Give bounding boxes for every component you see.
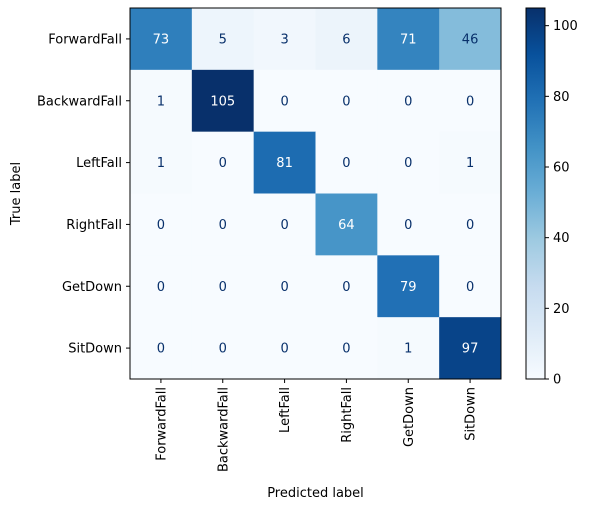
cell-value-label: 3: [280, 32, 288, 47]
cell-value-label: 0: [342, 280, 350, 295]
cell-value-label: 79: [400, 280, 417, 295]
colorbar: [526, 8, 545, 379]
y-tick-label: GetDown: [62, 280, 122, 295]
cell-value-label: 97: [462, 342, 479, 357]
cell-value-label: 105: [210, 94, 235, 109]
matrix-cells: 73 5 3 6 71 46 1 105 0 0 0 0 1 0 81 0 0 1 0 0 0 64 0 0 0 0 0 0 79 0 0 0…: [130, 8, 502, 380]
colorbar-tick-label: 20: [553, 302, 570, 317]
cell-value-label: 73: [153, 32, 170, 47]
cell-value-label: 0: [342, 94, 350, 109]
cell-value-label: 1: [157, 156, 165, 171]
cell-value-label: 71: [400, 32, 417, 47]
y-axis-ticks: ForwardFall BackwardFall LeftFall RightFall…: [37, 32, 130, 356]
y-tick-label: SitDown: [68, 342, 122, 357]
x-tick-label: SitDown: [464, 387, 479, 441]
colorbar-tick-label: 40: [553, 231, 570, 246]
cell-value-label: 0: [157, 342, 165, 357]
cell-value-label: 46: [462, 32, 479, 47]
cell-value-label: 0: [342, 156, 350, 171]
cell-value-label: 0: [280, 342, 288, 357]
cell-value-label: 0: [404, 156, 412, 171]
cell-value-label: 0: [466, 94, 474, 109]
colorbar-tick-label: 80: [553, 90, 570, 105]
x-tick-label: ForwardFall: [154, 387, 169, 461]
x-tick-label: BackwardFall: [216, 387, 231, 472]
x-axis-ticks: ForwardFall BackwardFall LeftFall RightFall…: [154, 379, 478, 472]
colorbar-tick-label: 100: [553, 19, 578, 34]
cell-value-label: 0: [219, 218, 227, 233]
cell-value-label: 0: [404, 94, 412, 109]
cell-value-label: 64: [338, 218, 355, 233]
colorbar-ticks: 0 20 40 60 80 100: [545, 19, 578, 387]
cell-value-label: 6: [342, 32, 350, 47]
y-tick-label: ForwardFall: [48, 32, 122, 47]
cell-value-label: 0: [219, 342, 227, 357]
cell-value-label: 0: [342, 342, 350, 357]
x-tick-label: GetDown: [402, 387, 417, 447]
cell-value-label: 0: [157, 280, 165, 295]
cell-value-label: 0: [280, 280, 288, 295]
cell-value-label: 81: [276, 156, 293, 171]
y-tick-label: LeftFall: [76, 156, 122, 171]
cell-value-label: 0: [219, 156, 227, 171]
cell-value-label: 0: [157, 218, 165, 233]
x-axis-label: Predicted label: [267, 486, 364, 501]
colorbar-tick-label: 60: [553, 161, 570, 176]
cell-value-label: 0: [219, 280, 227, 295]
y-axis-label: True label: [9, 162, 24, 226]
cell-value-label: 1: [466, 156, 474, 171]
cell-value-label: 0: [466, 280, 474, 295]
cell-value-label: 0: [280, 94, 288, 109]
colorbar-tick-label: 0: [553, 373, 561, 388]
cell-value-label: 0: [404, 218, 412, 233]
cell-value-label: 1: [157, 94, 165, 109]
x-tick-label: RightFall: [340, 387, 355, 443]
y-tick-label: RightFall: [66, 218, 122, 233]
cell-value-label: 0: [466, 218, 474, 233]
cell-value-label: 0: [280, 218, 288, 233]
x-tick-label: LeftFall: [278, 387, 293, 433]
cell-value-label: 1: [404, 342, 412, 357]
cell-value-label: 5: [219, 32, 227, 47]
y-tick-label: BackwardFall: [37, 94, 122, 109]
